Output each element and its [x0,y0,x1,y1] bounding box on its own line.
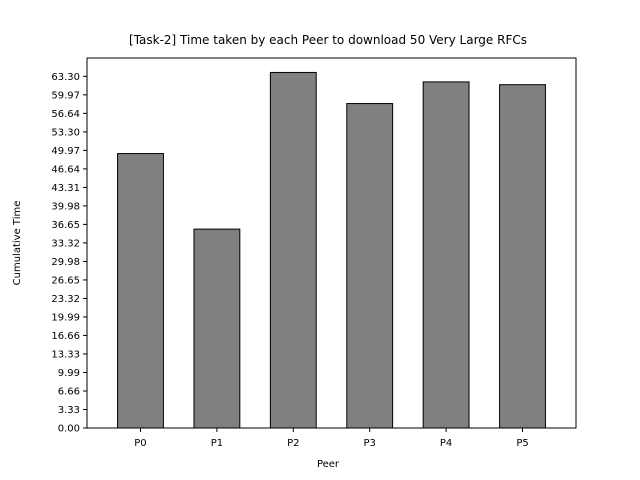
bar-p1 [193,228,241,429]
y-tick-label: 39.98 [51,201,80,212]
y-axis-ticks: 0.00 3.33 6.66 9.99 13.33 16.66 19.99 23.32 26.6… [51,72,87,435]
y-tick-label: 23.32 [51,294,80,305]
x-tick-label: P2 [287,438,299,449]
x-tick-label: P3 [364,438,376,449]
y-tick-label: 26.65 [51,275,80,286]
y-tick-label: 9.99 [58,368,80,379]
bar-p3 [346,103,394,429]
bars-group [117,71,546,429]
y-tick-label: 3.33 [58,405,80,416]
bar-p2 [269,71,317,429]
bar-p5 [499,84,546,429]
y-axis-label: Cumulative Time [12,201,23,286]
y-tick-label: 53.30 [51,127,80,138]
y-tick-label: 19.99 [51,312,80,323]
bar-p0 [117,153,164,429]
chart-title: [Task-2] Time taken by each Peer to down… [129,33,527,47]
y-tick-label: 63.30 [51,72,80,83]
y-tick-label: 29.98 [51,257,80,268]
x-axis-label: Peer [317,459,340,470]
y-tick-label: 36.65 [51,220,80,231]
x-axis-ticks: P0 P1 P2 P3 P4 P5 [134,428,529,449]
y-tick-label: 0.00 [58,424,80,435]
y-tick-label: 46.64 [51,164,80,175]
bar-p4 [422,81,470,429]
y-tick-label: 56.64 [51,109,80,120]
x-tick-label: P5 [516,438,528,449]
y-tick-label: 33.32 [51,238,80,249]
y-tick-label: 6.66 [58,387,80,398]
plot-area: 0.00 3.33 6.66 9.99 13.33 16.66 19.99 23.32 26.6… [51,57,577,449]
y-tick-label: 16.66 [51,331,80,342]
y-tick-label: 13.33 [51,349,80,360]
y-tick-label: 43.31 [51,183,80,194]
x-tick-label: P4 [440,438,452,449]
y-tick-label: 49.97 [51,146,80,157]
y-tick-label: 59.97 [51,90,80,101]
x-tick-label: P1 [211,438,223,449]
x-tick-label: P0 [134,438,146,449]
